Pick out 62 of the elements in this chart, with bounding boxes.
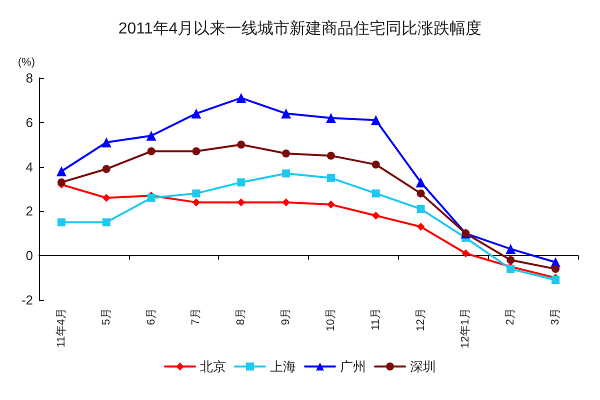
legend-label: 深圳 <box>410 359 436 374</box>
point <box>326 174 335 182</box>
x-tick-label: 11年4月 <box>55 308 68 348</box>
point <box>370 115 381 126</box>
point <box>372 189 380 198</box>
y-tick-label: -2 <box>21 292 33 308</box>
point <box>282 198 290 206</box>
x-tick-label: 3月 <box>550 308 562 326</box>
x-tick-label: 12月 <box>414 308 427 332</box>
point <box>102 165 110 174</box>
x-tick-label: 12年1月 <box>460 308 472 348</box>
y-tick-label: 6 <box>26 114 33 130</box>
point <box>506 256 515 264</box>
point <box>282 169 290 178</box>
point <box>101 137 112 148</box>
x-tick-label: 2月 <box>504 308 517 326</box>
point <box>191 108 202 119</box>
point <box>416 222 425 231</box>
point <box>146 130 156 141</box>
point <box>102 194 110 202</box>
y-tick-label: 2 <box>26 204 33 219</box>
point <box>102 218 110 226</box>
legend-label: 广州 <box>340 359 366 374</box>
point <box>372 212 380 220</box>
point <box>281 108 292 119</box>
point <box>192 147 200 156</box>
point <box>236 92 246 103</box>
legend-label: 北京 <box>200 359 226 374</box>
point <box>192 189 200 198</box>
y-tick-label: 0 <box>26 248 33 264</box>
x-tick-label: 7月 <box>190 308 202 326</box>
y-axis-title: (%) <box>18 56 35 68</box>
x-tick-label: 11月 <box>370 308 382 330</box>
point <box>237 198 246 206</box>
point <box>56 166 66 176</box>
y-tick-label: 4 <box>26 159 33 174</box>
point <box>57 178 66 186</box>
point <box>326 112 336 123</box>
point <box>372 160 380 169</box>
x-tick-label: 10月 <box>324 308 337 332</box>
x-tick-label: 8月 <box>235 308 248 326</box>
x-tick-label: 5月 <box>100 308 112 326</box>
x-tick-label: 6月 <box>145 308 158 326</box>
y-tick-label: 8 <box>26 70 33 86</box>
chart-title: 2011年4月以来一线城市新建商品住宅同比涨跌幅度 <box>118 20 482 38</box>
point <box>416 177 426 188</box>
point <box>506 244 516 254</box>
point <box>57 218 66 226</box>
x-tick-label: 9月 <box>280 308 292 326</box>
point <box>462 249 470 258</box>
point <box>237 178 246 186</box>
legend-label: 上海 <box>270 359 296 374</box>
point <box>416 189 425 198</box>
point <box>326 152 335 160</box>
point <box>416 204 425 213</box>
point <box>282 149 290 158</box>
point <box>192 198 200 206</box>
point <box>552 264 560 273</box>
point <box>147 147 156 156</box>
point <box>552 276 560 284</box>
point <box>326 200 335 209</box>
point <box>237 140 246 149</box>
